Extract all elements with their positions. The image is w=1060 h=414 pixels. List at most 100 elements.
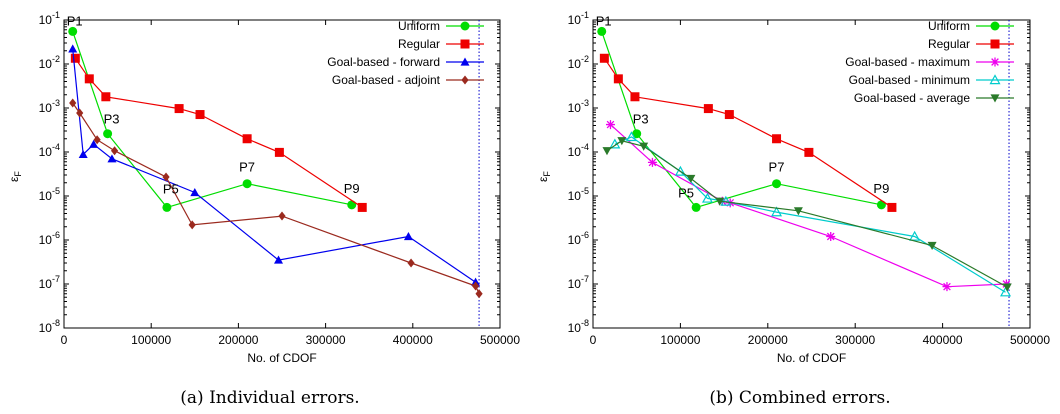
data-point [927,241,937,250]
series-line [606,140,1008,288]
data-point [471,281,480,291]
y-tick-label: 10-4 [39,142,60,159]
point-annotation: P1 [596,13,612,28]
data-point [78,149,88,159]
legend-marker [989,74,1001,85]
chart-a-individual-errors: 0 100000 200000 300000 400000 500000 10-8 10-7 1… [7,10,520,408]
data-point [190,188,200,197]
series-2 [68,44,481,286]
x-tick-label: 200000 [748,333,788,347]
legend-marker [990,94,1000,103]
series-0 [597,26,886,212]
point-annotation: P5 [678,185,694,200]
x-axis-label: No. of CDOF [247,351,316,365]
y-tick-label: 10-6 [39,230,60,247]
legend-label: Uniform [398,19,440,33]
data-point [701,192,714,203]
data-point [793,207,803,216]
legend-label: Regular [398,37,440,51]
y-tick-label: 10-3 [568,98,589,115]
data-point [605,120,615,130]
data-point [674,165,686,176]
data-point [942,282,952,292]
legend-label: Goal-based - adjoint [332,73,441,87]
data-point [107,154,117,163]
data-point [68,44,78,53]
legend-marker [990,39,1000,49]
data-point [162,202,172,212]
data-point [89,139,99,148]
y-tick-label: 10-3 [39,98,60,115]
data-point [347,200,357,210]
point-annotation: P9 [873,181,889,196]
y-tick-label: 10-1 [568,10,589,27]
y-tick-label: 10-5 [568,186,589,203]
data-point [909,230,921,241]
data-point [407,258,415,268]
point-annotation: P3 [104,112,120,127]
data-point [887,202,897,212]
data-point [639,142,649,151]
data-point [772,179,782,189]
y-axis-label: εF [536,171,552,182]
y-tick-label: 10-8 [39,318,60,335]
data-point [625,131,637,142]
y-tick-label: 10-4 [568,142,589,159]
data-point [278,211,286,221]
data-point [69,98,77,108]
y-tick-label: 10-5 [39,186,60,203]
data-point [110,146,119,156]
x-tick-label: 300000 [306,333,346,347]
data-point [174,104,184,114]
data-point [826,232,836,242]
y-tick-label: 10-7 [568,274,589,291]
data-point [76,108,84,118]
data-point [84,74,94,84]
data-point [195,110,205,120]
data-point [1002,283,1012,292]
x-tick-label: 500000 [480,333,520,347]
data-point [876,200,886,210]
data-point [242,179,252,189]
x-axis-label: No. of CDOF [777,351,846,365]
data-point [93,135,101,145]
point-annotation: P7 [239,160,255,175]
data-point [475,289,483,299]
data-point [602,147,612,156]
data-point [1000,286,1012,297]
figure-caption: (b) Combined errors. [709,388,890,408]
data-point [686,174,696,183]
y-tick-label: 10-6 [568,230,589,247]
data-point [599,53,609,63]
x-tick-label: 0 [61,333,68,347]
data-point [597,26,607,36]
data-point [804,147,814,157]
series-line [72,102,480,295]
series-line [72,48,476,283]
plot-frame [592,19,1031,329]
data-point [691,202,701,212]
data-point [274,255,284,264]
legend-label: Regular [928,37,970,51]
x-tick-label: 100000 [660,333,700,347]
y-tick-label: 10-1 [39,10,60,27]
y-tick-label: 10-8 [568,318,589,335]
point-annotation: P3 [633,112,649,127]
data-point [162,172,170,182]
point-annotation: P7 [769,160,785,175]
legend-marker [460,21,470,31]
legend-marker [461,75,469,85]
series-1 [70,53,367,212]
point-annotation: P1 [67,13,83,28]
y-axis-label: εF [7,171,23,182]
legend-label: Goal-based - forward [327,55,440,69]
x-tick-label: 300000 [835,333,875,347]
series-line [614,136,1006,293]
series-4 [602,137,1012,292]
data-point [68,26,78,36]
legend: Uniform Regular Goal-based - maximum Goal-b… [845,19,1014,105]
data-point [103,129,113,139]
legend: Uniform Regular Goal-based - forward Goal-b… [327,19,484,87]
data-point [274,147,284,157]
x-tick-label: 500000 [1010,333,1050,347]
